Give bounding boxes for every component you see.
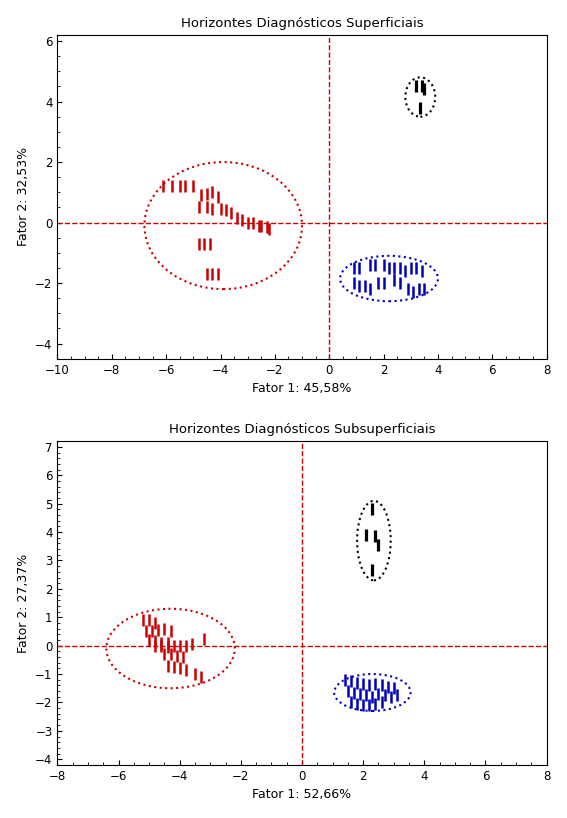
X-axis label: Fator 1: 52,66%: Fator 1: 52,66% — [252, 789, 352, 802]
Title: Horizontes Diagnósticos Superficiais: Horizontes Diagnósticos Superficiais — [181, 16, 424, 29]
Y-axis label: Fator 2: 32,53%: Fator 2: 32,53% — [16, 147, 29, 246]
X-axis label: Fator 1: 45,58%: Fator 1: 45,58% — [252, 382, 352, 395]
Y-axis label: Fator 2: 27,37%: Fator 2: 27,37% — [16, 554, 29, 653]
Title: Horizontes Diagnósticos Subsuperficiais: Horizontes Diagnósticos Subsuperficiais — [169, 423, 435, 436]
